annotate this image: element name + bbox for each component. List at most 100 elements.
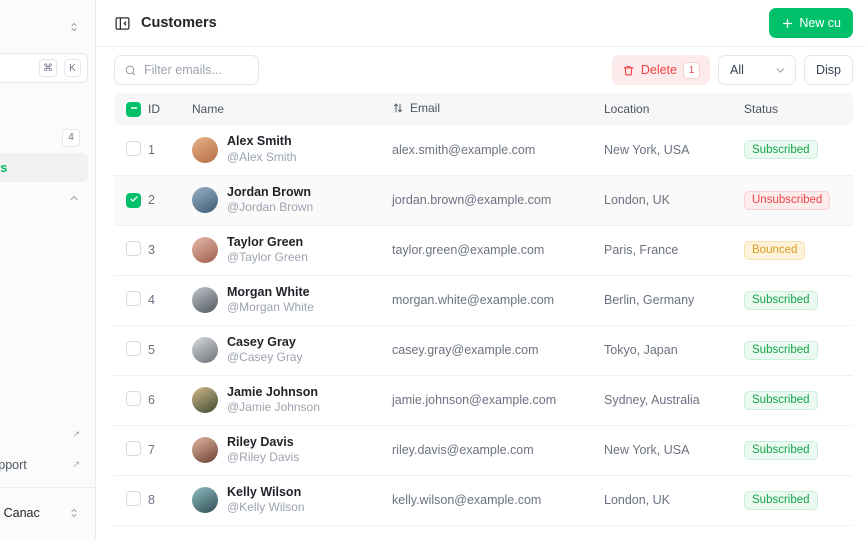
sidebar-item-customers[interactable]: Customers — [0, 153, 88, 182]
row-checkbox[interactable] — [126, 391, 141, 406]
cell-id: 4 — [148, 275, 192, 326]
status-badge: Subscribed — [744, 390, 818, 410]
customer-name: Kelly Wilson — [227, 484, 302, 499]
row-select-cell — [114, 175, 148, 226]
external-link-icon: ↗ — [72, 459, 80, 469]
sidebar-item-label: Members — [0, 251, 80, 265]
customer-name: Riley Davis — [227, 434, 294, 449]
row-checkbox[interactable] — [126, 241, 141, 256]
cell-location: New York, USA — [604, 425, 744, 476]
sidebar-item-home[interactable]: Home — [0, 93, 88, 122]
row-checkbox[interactable] — [126, 341, 141, 356]
panel-collapse-icon[interactable] — [114, 15, 131, 32]
team-switcher[interactable]: Nuxt — [0, 11, 88, 43]
check-icon — [129, 193, 139, 207]
delete-button[interactable]: Delete 1 — [611, 55, 710, 85]
sidebar-item-help-support[interactable]: Help & Support ↗ — [0, 450, 88, 479]
table-row[interactable]: 8 Kelly Wilson @Kelly Wilson kelly.wilson@e… — [114, 475, 853, 526]
chevron-up-down-icon — [68, 507, 80, 519]
avatar — [192, 487, 218, 513]
column-header-location[interactable]: Location — [604, 93, 744, 125]
cell-email: alex.smith@example.com — [392, 125, 604, 176]
customer-handle: @Taylor Green — [227, 250, 308, 265]
cell-status: Subscribed — [744, 275, 853, 326]
avatar — [192, 237, 218, 263]
status-filter-value: All — [729, 63, 744, 77]
cell-status: Bounced — [744, 225, 853, 276]
cell-email: kelly.wilson@example.com — [392, 475, 604, 526]
sidebar-item-general[interactable]: General — [0, 213, 88, 242]
status-badge: Subscribed — [744, 440, 818, 460]
external-link-icon: ↗ — [72, 429, 80, 439]
sidebar-nav: Home Inbox 4 Customers — [0, 93, 95, 332]
sidebar-item-label: Home — [0, 101, 80, 115]
customer-name: Taylor Green — [227, 234, 304, 249]
row-select-cell — [114, 125, 148, 176]
table-row[interactable]: 6 Jamie Johnson @Jamie Johnson jamie.johnso… — [114, 375, 853, 426]
table-row[interactable]: 5 Casey Gray @Casey Gray casey.gray@example… — [114, 325, 853, 376]
cell-status: Subscribed — [744, 475, 853, 526]
table-row[interactable]: 3 Taylor Green @Taylor Green taylor.green@e… — [114, 225, 853, 276]
display-settings-button[interactable]: Disp — [803, 55, 853, 85]
sidebar-item-inbox[interactable]: Inbox 4 — [0, 123, 88, 152]
cell-status: Subscribed — [744, 375, 853, 426]
table-row[interactable]: 2 Jordan Brown @Jordan Brown jordan.brown@e… — [114, 175, 853, 226]
table-row[interactable]: 4 Morgan White @Morgan White morgan.white@e… — [114, 275, 853, 326]
status-filter-select[interactable]: All — [717, 55, 796, 85]
column-header-email[interactable]: Email — [392, 93, 604, 125]
sidebar-item-members[interactable]: Members — [0, 243, 88, 272]
row-select-cell — [114, 275, 148, 326]
column-header-status[interactable]: Status — [744, 93, 853, 125]
delete-label: Delete — [640, 63, 677, 77]
cell-location: London, UK — [604, 475, 744, 526]
sidebar-search-input[interactable]: Search... ⌘ K — [0, 53, 88, 83]
row-checkbox[interactable] — [126, 291, 141, 306]
new-customer-button[interactable]: New cu — [769, 8, 853, 38]
minus-icon — [129, 102, 139, 116]
main-content: Customers New cu Filter emails... — [96, 0, 865, 540]
sidebar-item-label: Feedback — [0, 428, 62, 442]
cell-status: Subscribed — [744, 425, 853, 476]
sidebar-user-menu[interactable]: Benjamin Canac — [0, 496, 88, 530]
sidebar-bottom-nav: Feedback ↗ Help & Support ↗ — [0, 420, 95, 479]
cell-location: Paris, France — [604, 225, 744, 276]
avatar — [192, 387, 218, 413]
table-head: ID Name Email Location Status — [114, 93, 853, 125]
table-row[interactable]: 7 Riley Davis @Riley Davis riley.davis@exam… — [114, 425, 853, 476]
cell-id: 6 — [148, 375, 192, 426]
cell-status: Unsubscribed — [744, 175, 853, 226]
settings-subnav: General Members Notifications Security — [0, 213, 88, 332]
row-checkbox[interactable] — [126, 441, 141, 456]
table-body: 1 Alex Smith @Alex Smith alex.smith@example… — [114, 125, 853, 526]
cell-email: jordan.brown@example.com — [392, 175, 604, 226]
row-checkbox[interactable] — [126, 140, 141, 156]
cell-location: New York, USA — [604, 125, 744, 176]
select-all-checkbox[interactable] — [126, 101, 141, 117]
table-row[interactable]: 1 Alex Smith @Alex Smith alex.smith@example… — [114, 125, 853, 176]
filter-emails-input[interactable]: Filter emails... — [114, 55, 259, 85]
sort-icon — [392, 102, 404, 114]
row-select-cell — [114, 375, 148, 426]
display-label: Disp — [815, 63, 841, 77]
sidebar-item-security[interactable]: Security — [0, 303, 88, 332]
sidebar-item-notifications[interactable]: Notifications — [0, 273, 88, 302]
cell-location: Tokyo, Japan — [604, 325, 744, 376]
cell-status: Subscribed — [744, 325, 853, 376]
column-header-id[interactable]: ID — [148, 93, 192, 125]
cell-id: 7 — [148, 425, 192, 476]
sidebar-item-settings[interactable]: Settings — [0, 183, 88, 212]
avatar — [192, 337, 218, 363]
cell-id: 2 — [148, 175, 192, 226]
row-checkbox[interactable] — [126, 491, 141, 506]
kbd-meta: ⌘ — [39, 59, 57, 77]
avatar — [192, 287, 218, 313]
cell-id: 8 — [148, 475, 192, 526]
search-icon — [124, 64, 137, 77]
avatar — [192, 136, 218, 163]
row-checkbox[interactable] — [126, 192, 141, 208]
page-header: Customers New cu — [96, 0, 865, 47]
sidebar-item-label: Notifications — [0, 281, 80, 295]
column-header-name[interactable]: Name — [192, 93, 392, 125]
chevron-up-icon[interactable] — [68, 192, 80, 204]
sidebar-item-feedback[interactable]: Feedback ↗ — [0, 420, 88, 449]
